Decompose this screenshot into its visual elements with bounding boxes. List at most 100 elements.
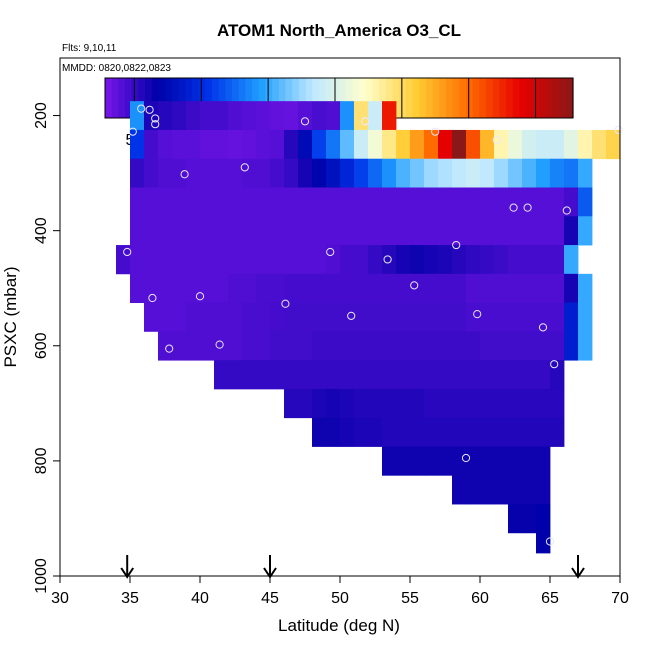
heatmap-cell: [438, 331, 453, 361]
heatmap-cell: [214, 360, 229, 390]
heatmap-cell: [438, 245, 453, 275]
colorbar-swatch: [566, 78, 574, 118]
x-tick-label: 50: [331, 590, 349, 607]
heatmap-cell: [312, 388, 327, 419]
heatmap-cell: [368, 388, 383, 419]
heatmap-cell: [396, 187, 411, 217]
heatmap-cell: [200, 331, 215, 361]
heatmap-cell: [424, 302, 439, 332]
heatmap-cell: [228, 216, 243, 246]
heatmap-cell: [214, 101, 229, 131]
heatmap-cell: [564, 302, 579, 332]
colorbar-swatch: [191, 78, 200, 118]
observation-point: [383, 255, 392, 264]
heatmap-cell: [396, 360, 411, 390]
heatmap-cell: [256, 331, 271, 361]
heatmap-cell: [466, 187, 481, 217]
heatmap-cell: [242, 158, 257, 188]
colorbar-swatch: [526, 78, 534, 118]
colorbar-swatch: [559, 78, 567, 118]
heatmap-cell: [382, 331, 397, 361]
heatmap-cell: [536, 158, 551, 188]
observation-point: [614, 125, 623, 135]
heatmap-cell: [298, 331, 313, 361]
colorbar-swatch: [539, 78, 547, 118]
heatmap-cell: [312, 302, 327, 332]
heatmap-cell: [494, 446, 509, 476]
heatmap-cell: [522, 216, 537, 246]
heatmap-cell: [480, 158, 495, 188]
observation-point: [509, 203, 518, 212]
colorbar-swatch: [492, 78, 501, 118]
colorbar-swatch: [472, 78, 480, 118]
heatmap-cell: [312, 158, 327, 188]
colorbar-swatch: [111, 78, 119, 118]
heatmap-cell: [396, 158, 411, 188]
heatmap-cell: [354, 101, 369, 131]
observation-point: [145, 105, 154, 114]
heatmap-cell: [340, 417, 355, 447]
heatmap-cell: [396, 388, 411, 419]
heatmap-cell: [466, 475, 481, 505]
heatmap-cell: [522, 475, 537, 505]
heatmap-cell: [242, 302, 257, 332]
colorbar-swatch: [385, 78, 394, 118]
heatmap-cell: [354, 360, 369, 390]
flights-label: Flts: 9,10,11: [62, 43, 117, 54]
heatmap-cell: [186, 245, 201, 275]
heatmap-cell: [564, 245, 579, 275]
heatmap-cell: [242, 331, 257, 361]
colorbar-swatch: [118, 78, 126, 118]
heatmap-cell: [578, 302, 593, 332]
heatmap-cell: [326, 302, 341, 332]
heatmap-cell: [340, 101, 355, 131]
heatmap-cell: [452, 475, 467, 505]
heatmap-cell: [466, 446, 481, 476]
heatmap-cell: [508, 331, 523, 361]
x-axis: 30 35 40 45 50 55 60 65 70: [51, 576, 629, 607]
colorbar-swatch: [365, 78, 374, 118]
heatmap-cell: [480, 417, 495, 447]
heatmap-cell: [480, 475, 495, 505]
heatmap-cell: [312, 360, 327, 390]
heatmap-cell: [200, 187, 215, 217]
heatmap-cell: [522, 360, 537, 390]
heatmap-cell: [326, 245, 341, 275]
heatmap-cell: [228, 245, 243, 275]
observation-point: [452, 240, 461, 250]
observation-point: [550, 360, 559, 369]
heatmap-cell: [214, 216, 229, 246]
colorbar-swatch: [198, 78, 206, 118]
heatmap-cell: [186, 129, 201, 160]
heatmap-cell: [410, 129, 425, 160]
heatmap-cell: [536, 331, 551, 361]
colorbar-swatch: [372, 78, 380, 118]
heatmap-cell: [522, 388, 537, 419]
heatmap-cell: [522, 417, 537, 447]
colorbar-swatch: [171, 78, 180, 118]
heatmap-cell: [144, 216, 159, 246]
heatmap-cell: [466, 360, 481, 390]
heatmap-cell: [550, 360, 565, 390]
heatmap-cell: [536, 504, 551, 534]
y-tick-label: 200: [33, 102, 50, 129]
heatmap-cell: [508, 360, 523, 390]
heatmap-cell: [368, 273, 383, 304]
heatmap-cell: [340, 187, 355, 217]
heatmap-cell: [242, 129, 257, 160]
heatmap-cell: [550, 245, 565, 275]
colorbar-swatch: [252, 78, 260, 118]
colorbar-swatch: [412, 78, 420, 118]
heatmap-cell: [368, 302, 383, 332]
heatmap-cell: [340, 302, 355, 332]
heatmap-cell: [578, 273, 593, 304]
heatmap-cell: [494, 245, 509, 275]
heatmap-cell: [536, 475, 551, 505]
observation-point: [300, 117, 310, 126]
heatmap-cell: [270, 158, 285, 188]
heatmap-cell: [536, 446, 551, 476]
colorbar-swatch: [285, 78, 293, 118]
heatmap-cell: [508, 273, 523, 304]
heatmap-cell: [494, 216, 509, 246]
